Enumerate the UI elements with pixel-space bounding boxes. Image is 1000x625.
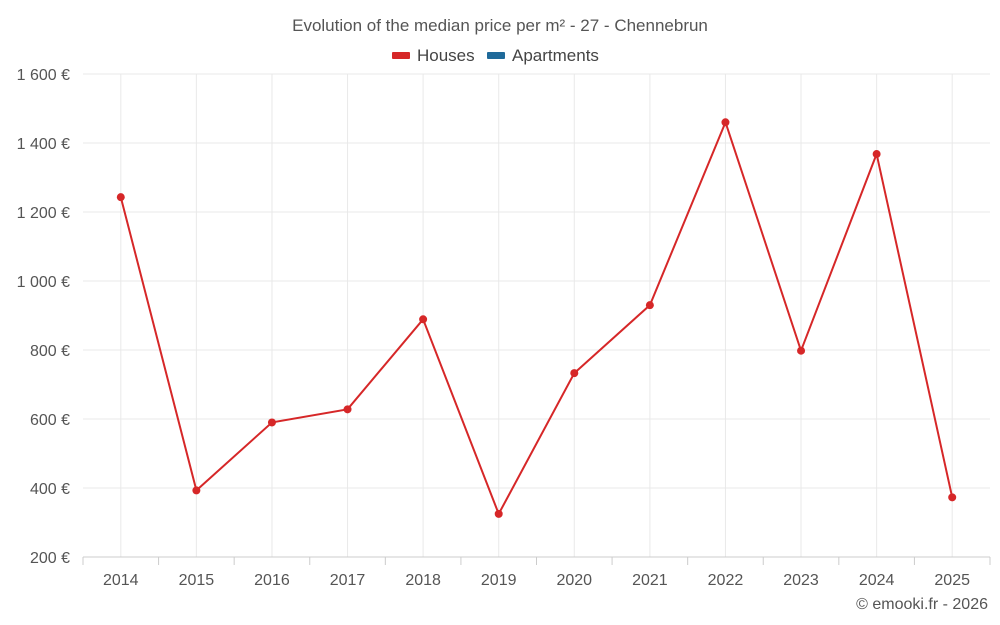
x-axis: 2014 2015 2016 2017 2018 2019 2020 2021 2022 2023…: [82, 556, 991, 589]
data-point-houses-2019[interactable]: [494, 509, 503, 518]
chart-title: Evolution of the median price per m² - 2…: [292, 16, 708, 35]
credit-text: © emooki.fr - 2026: [856, 596, 988, 613]
data-point-houses-2025[interactable]: [948, 493, 957, 502]
y-tick-label: 1 400 €: [17, 136, 70, 153]
data-point-houses-2023[interactable]: [797, 346, 806, 355]
legend-swatch-houses: [392, 52, 410, 59]
data-point-houses-2016[interactable]: [267, 418, 276, 427]
y-tick-label: 1 200 €: [17, 205, 70, 222]
x-tick-label: 2014: [103, 572, 139, 589]
data-point-houses-2017[interactable]: [343, 405, 352, 414]
data-point-houses-2021[interactable]: [645, 301, 654, 310]
legend-item-apartments[interactable]: Apartments: [487, 46, 599, 65]
legend-label-apartments: Apartments: [512, 46, 599, 65]
series-line-houses: [119, 119, 954, 517]
data-point-houses-2024[interactable]: [872, 150, 881, 159]
legend-swatch-apartments: [487, 52, 505, 59]
data-point-houses-2020[interactable]: [570, 369, 579, 378]
legend: Houses Apartments: [392, 46, 599, 65]
x-tick-label: 2017: [330, 572, 366, 589]
data-point-houses-2014[interactable]: [116, 193, 125, 202]
x-tick-label: 2023: [783, 572, 819, 589]
x-tick-label: 2020: [556, 572, 592, 589]
legend-item-houses[interactable]: Houses: [392, 46, 475, 65]
x-tick-label: 2022: [708, 572, 744, 589]
y-axis: 200 € 400 € 600 € 800 € 1 000 € 1 200 € 1 400 …: [17, 67, 70, 567]
x-tick-label: 2021: [632, 572, 668, 589]
x-tick-label: 2025: [934, 572, 970, 589]
y-tick-label: 1 600 €: [17, 67, 70, 84]
x-tick-label: 2019: [481, 572, 517, 589]
data-point-houses-2018[interactable]: [419, 315, 428, 324]
data-point-houses-2015[interactable]: [192, 486, 201, 495]
y-tick-label: 1 000 €: [17, 274, 70, 291]
gridlines: [83, 73, 990, 557]
legend-label-houses: Houses: [417, 46, 475, 65]
y-tick-label: 800 €: [30, 343, 70, 360]
data-point-houses-2022[interactable]: [721, 118, 730, 127]
x-tick-label: 2018: [405, 572, 441, 589]
x-tick-label: 2015: [179, 572, 215, 589]
x-tick-label: 2016: [254, 572, 290, 589]
series-houses: [116, 118, 957, 518]
y-tick-label: 200 €: [30, 550, 70, 567]
y-tick-label: 600 €: [30, 412, 70, 429]
y-tick-label: 400 €: [30, 481, 70, 498]
x-tick-label: 2024: [859, 572, 895, 589]
